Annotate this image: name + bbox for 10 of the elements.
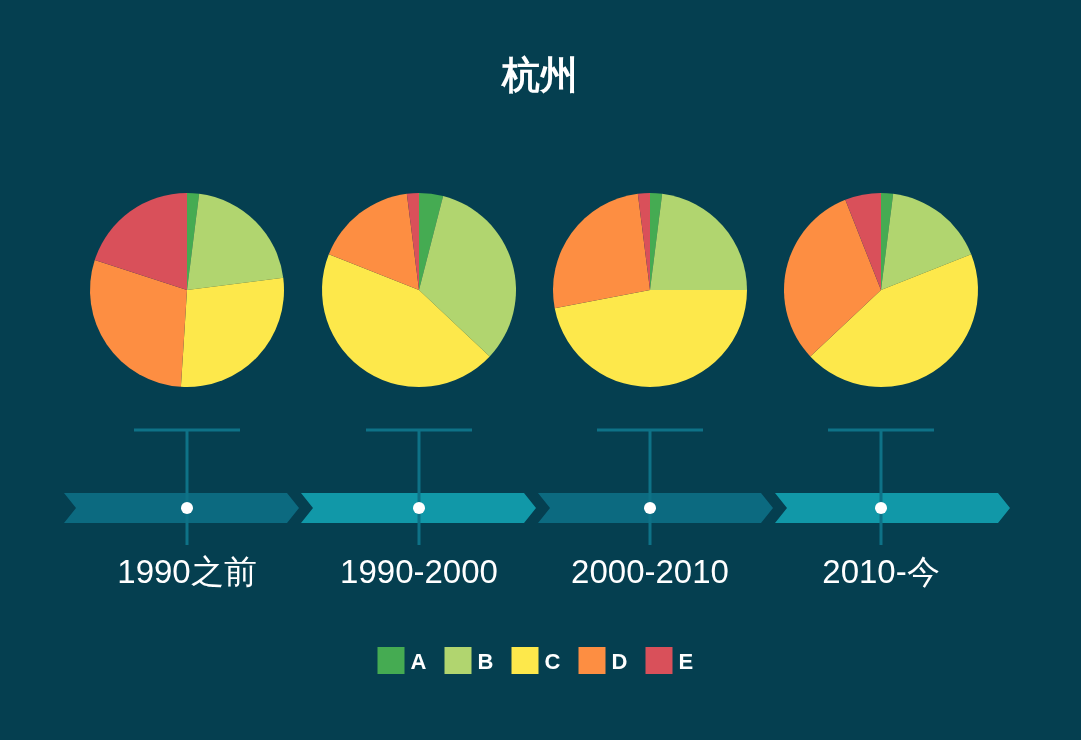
subtitle: 1990-2000 — [340, 553, 498, 590]
legend-label: A — [410, 649, 427, 674]
legend-label: E — [678, 649, 694, 674]
title: 杭州 — [502, 54, 578, 96]
subtitle: 2010-今 — [822, 553, 940, 590]
legend-label: C — [544, 649, 561, 674]
subtitle: 2000-2010 — [571, 553, 729, 590]
legend-label: D — [611, 649, 628, 674]
subtitle: 1990之前 — [117, 553, 257, 590]
legend-label: B — [477, 649, 494, 674]
